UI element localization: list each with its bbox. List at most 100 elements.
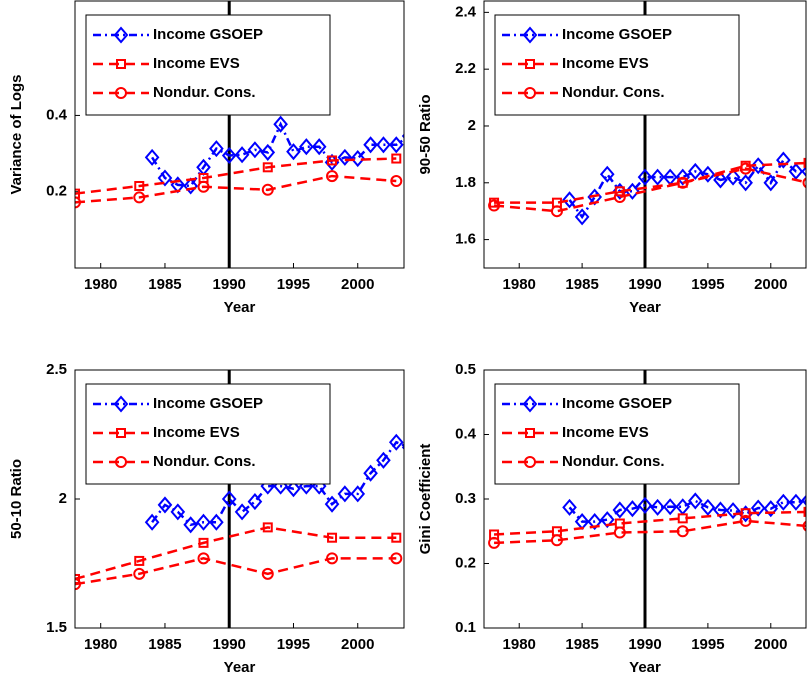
marker-square	[614, 186, 625, 197]
marker-diamond	[363, 136, 378, 154]
y-tick-label: 0.3	[455, 490, 476, 507]
marker-circle	[488, 199, 501, 212]
marker-diamond	[247, 141, 263, 159]
marker-diamond	[350, 485, 366, 503]
marker-diamond	[687, 162, 703, 180]
marker-circle	[261, 567, 274, 580]
marker-diamond	[376, 136, 391, 154]
marker-circle	[390, 552, 403, 565]
legend: Income GSOEP Income EVS Nondur. Cons.	[85, 14, 331, 116]
marker-circle	[739, 514, 752, 527]
marker-diamond	[763, 174, 779, 192]
marker-diamond	[687, 492, 703, 510]
y-tick-label: 0.5	[455, 361, 476, 378]
marker-circle	[802, 177, 806, 189]
marker-circle	[261, 183, 274, 196]
series-line	[75, 157, 397, 195]
x-tick-label: 1980	[84, 276, 117, 293]
marker-diamond	[234, 503, 250, 521]
legend-label: Income EVS	[562, 424, 649, 441]
marker-diamond	[209, 140, 224, 158]
marker-diamond	[221, 146, 237, 165]
x-axis-label: Year	[629, 659, 661, 676]
y-tick-label: 0.4	[46, 106, 68, 123]
marker-square	[327, 155, 338, 166]
marker-circle	[524, 456, 536, 468]
marker-square	[116, 59, 126, 69]
series-line	[493, 510, 806, 536]
marker-circle	[197, 552, 210, 565]
marker-square	[391, 532, 402, 543]
marker-diamond	[234, 146, 250, 164]
y-tick-label: 1.5	[46, 619, 67, 636]
marker-square	[677, 513, 688, 524]
marker-diamond	[788, 162, 804, 180]
x-tick-label: 1985	[148, 276, 181, 293]
y-tick-label: 0.2	[455, 554, 476, 571]
marker-diamond	[144, 148, 160, 166]
marker-circle	[390, 175, 403, 188]
x-tick-label: 1990	[213, 276, 246, 293]
marker-diamond	[725, 168, 741, 186]
x-tick-label: 2000	[754, 636, 787, 653]
series-line	[75, 557, 397, 586]
x-tick-label: 1990	[213, 636, 246, 653]
marker-circle	[326, 170, 339, 183]
marker-circle	[676, 525, 689, 538]
legend-label: Nondur. Cons.	[153, 453, 256, 470]
x-tick-label: 1980	[84, 636, 117, 653]
x-tick-label: 1995	[691, 276, 724, 293]
marker-diamond	[299, 138, 314, 156]
y-tick-label: 2.4	[455, 3, 477, 20]
marker-diamond	[388, 136, 404, 154]
series-line	[494, 519, 806, 545]
marker-circle	[133, 567, 146, 580]
marker-square	[803, 157, 806, 168]
marker-circle	[115, 87, 127, 99]
legend-label: Income EVS	[153, 55, 240, 72]
panel: 1980 1985 1990 1995 2000 0.2 0.4 Year Variance o…	[8, 0, 405, 316]
marker-diamond	[247, 493, 263, 511]
marker-circle	[524, 87, 536, 99]
marker-circle	[613, 526, 626, 539]
marker-diamond	[725, 502, 741, 520]
marker-square	[262, 522, 273, 533]
panel: 1980 1985 1990 1995 2000 1.5 2 2.5 Year 50-10 Rat…	[8, 361, 405, 676]
y-tick-label: 0.2	[46, 183, 67, 200]
marker-circle	[739, 162, 752, 175]
x-tick-label: 1985	[565, 636, 598, 653]
x-tick-label: 1990	[628, 276, 661, 293]
marker-circle	[75, 578, 81, 591]
axes-frame	[74, 369, 405, 629]
marker-diamond	[337, 148, 353, 166]
marker-square	[391, 153, 402, 164]
marker-diamond	[738, 174, 753, 192]
axes-frame	[483, 0, 807, 269]
marker-diamond	[599, 165, 615, 183]
marker-diamond	[562, 191, 577, 209]
marker-diamond	[599, 511, 615, 529]
marker-diamond	[637, 496, 653, 514]
y-tick-label: 2	[59, 490, 67, 507]
marker-circle	[676, 176, 689, 189]
marker-diamond	[363, 464, 378, 482]
marker-diamond	[388, 433, 404, 451]
legend-label: Income GSOEP	[153, 26, 263, 43]
marker-square	[75, 188, 80, 199]
panel: 1980 1985 1990 1995 2000 1.6 1.8 2 2.2 2.4 Year 90-…	[417, 0, 807, 316]
legend-label: Nondur. Cons.	[562, 453, 665, 470]
marker-diamond	[209, 513, 224, 531]
x-tick-label: 1985	[148, 636, 181, 653]
marker-diamond	[713, 171, 728, 189]
marker-diamond	[324, 495, 340, 513]
marker-circle	[488, 536, 501, 549]
x-tick-label: 1985	[565, 276, 598, 293]
marker-diamond	[350, 149, 366, 168]
marker-diamond	[286, 480, 301, 498]
y-axis-label: 50-10 Ratio	[8, 459, 25, 539]
marker-diamond	[650, 498, 665, 516]
marker-diamond	[113, 395, 129, 413]
y-tick-label: 0.1	[455, 619, 476, 636]
legend: Income GSOEP Income EVS Nondur. Cons.	[85, 383, 331, 485]
marker-diamond	[662, 498, 678, 516]
